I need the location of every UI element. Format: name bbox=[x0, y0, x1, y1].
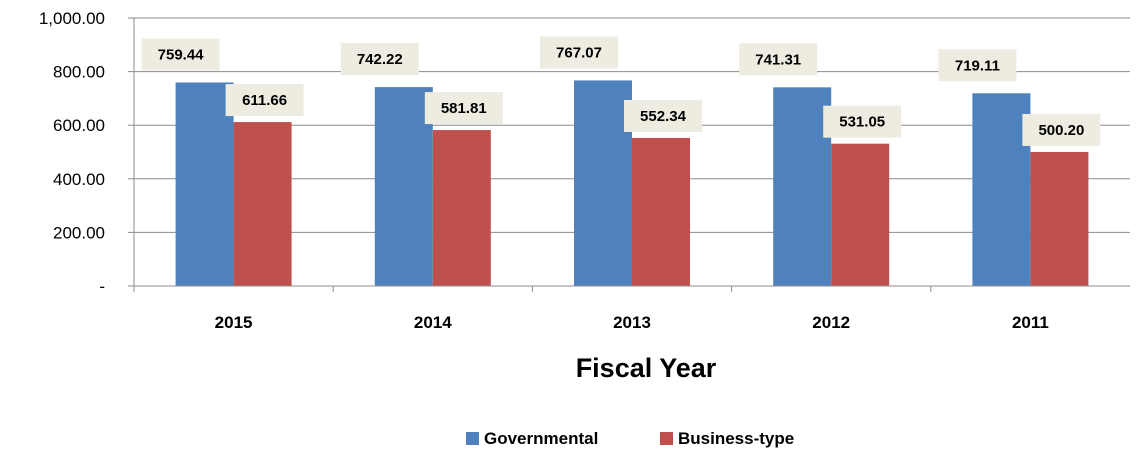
bar-business-type bbox=[1030, 152, 1088, 286]
x-category-label: 2015 bbox=[215, 313, 253, 332]
y-tick-label: 1,000.00 bbox=[39, 9, 105, 28]
y-tick-label: 600.00 bbox=[53, 116, 105, 135]
data-label: 767.07 bbox=[540, 36, 618, 68]
x-category-label: 2014 bbox=[414, 313, 452, 332]
legend-label: Governmental bbox=[484, 429, 598, 448]
y-tick-label: 400.00 bbox=[53, 170, 105, 189]
data-label-text: 531.05 bbox=[839, 114, 885, 131]
data-label: 741.31 bbox=[739, 43, 817, 75]
bar-governmental bbox=[972, 93, 1030, 286]
data-label: 552.34 bbox=[624, 100, 702, 132]
data-label-text: 759.44 bbox=[158, 46, 205, 63]
data-label: 500.20 bbox=[1022, 114, 1100, 146]
legend-swatch bbox=[466, 432, 479, 445]
bar-governmental bbox=[773, 87, 831, 286]
legend-item-governmental: Governmental bbox=[466, 429, 598, 448]
data-label-text: 581.81 bbox=[441, 100, 487, 117]
legend-swatch bbox=[660, 432, 673, 445]
data-label: 759.44 bbox=[142, 38, 220, 70]
data-label-text: 719.11 bbox=[955, 57, 1000, 74]
bar-business-type bbox=[831, 144, 889, 286]
y-tick-label: 200.00 bbox=[53, 223, 105, 242]
bar-business-type bbox=[632, 138, 690, 286]
bar-governmental bbox=[375, 87, 433, 286]
data-label: 581.81 bbox=[425, 92, 503, 124]
data-label-text: 741.31 bbox=[755, 51, 801, 68]
y-axis-tick-labels: - 200.00 400.00 600.00 800.00 1,000.00 bbox=[39, 9, 105, 296]
data-label-text: 767.07 bbox=[556, 44, 602, 61]
data-label: 611.66 bbox=[226, 84, 304, 116]
data-label-text: 742.22 bbox=[357, 51, 403, 68]
data-label-text: 552.34 bbox=[640, 108, 687, 125]
bar-governmental bbox=[574, 80, 632, 286]
x-category-label: 2013 bbox=[613, 313, 651, 332]
bar-governmental bbox=[176, 82, 234, 286]
x-category-label: 2012 bbox=[812, 313, 850, 332]
data-label: 719.11 bbox=[938, 49, 1016, 81]
legend-label: Business-type bbox=[678, 429, 794, 448]
bar-business-type bbox=[433, 130, 491, 286]
bar-business-type bbox=[234, 122, 292, 286]
y-tick-label: - bbox=[99, 277, 105, 296]
legend-item-business-type: Business-type bbox=[660, 429, 794, 448]
data-label: 531.05 bbox=[823, 106, 901, 138]
x-axis-category-labels: 2015 2014 2013 2012 2011 bbox=[215, 313, 1049, 332]
legend: Governmental Business-type bbox=[466, 429, 794, 448]
data-label-text: 500.20 bbox=[1038, 122, 1084, 139]
data-label: 742.22 bbox=[341, 43, 419, 75]
data-label-text: 611.66 bbox=[242, 92, 287, 109]
y-tick-label: 800.00 bbox=[53, 63, 105, 82]
x-axis-title: Fiscal Year bbox=[576, 353, 717, 383]
x-category-label: 2011 bbox=[1012, 313, 1049, 332]
